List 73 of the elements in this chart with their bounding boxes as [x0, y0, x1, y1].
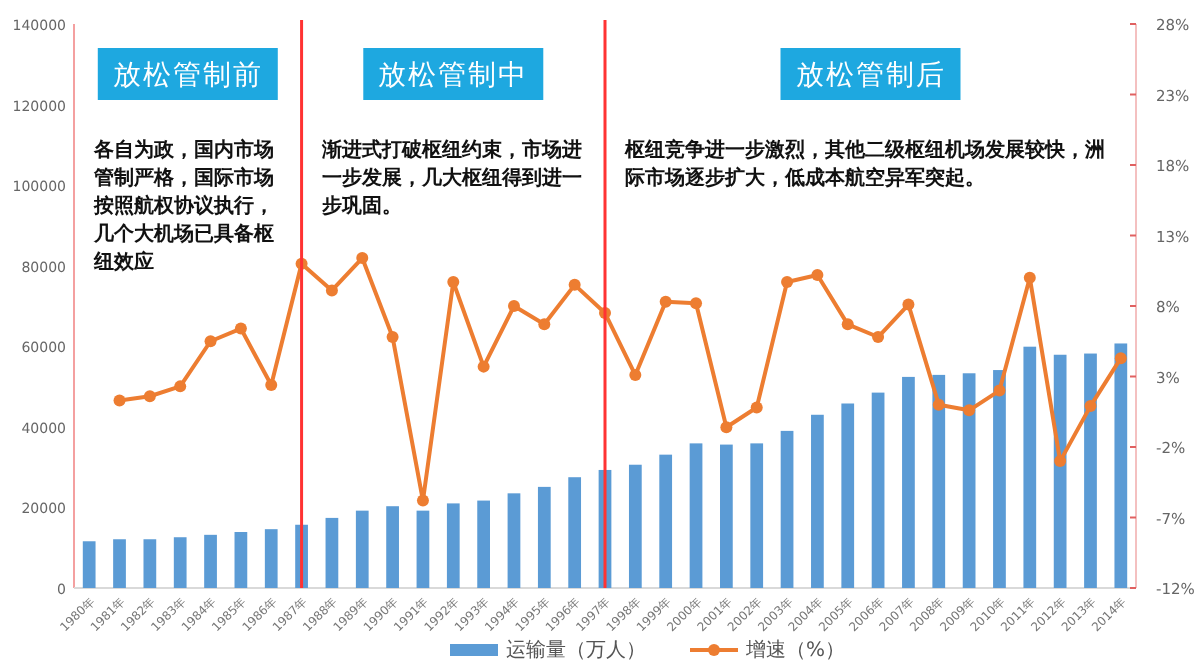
bar [507, 493, 521, 588]
bar [537, 486, 551, 588]
point [325, 284, 338, 297]
point [872, 331, 885, 344]
bar [264, 529, 278, 588]
bar [446, 503, 460, 588]
point [1023, 271, 1036, 284]
point [447, 276, 460, 289]
bar [1084, 353, 1097, 588]
point [1084, 400, 1097, 413]
bar [568, 477, 582, 588]
bar [386, 506, 399, 588]
point [659, 295, 672, 308]
point [811, 268, 824, 281]
annotation: 各自为政，国内市场管制严格，国际市场按照航权协议执行，几个大机场已具备枢纽效应 [92, 138, 274, 274]
point [1054, 455, 1067, 468]
annotation: 放松管制后 [795, 60, 946, 92]
bar [993, 370, 1006, 588]
point [902, 298, 915, 311]
bar [659, 454, 673, 588]
bar [841, 403, 855, 588]
bar [1053, 354, 1067, 588]
point [720, 421, 733, 434]
point [477, 360, 490, 373]
bar [173, 537, 187, 588]
point [750, 401, 763, 414]
bar [113, 539, 126, 588]
bar [143, 539, 157, 588]
point [356, 252, 369, 265]
bar [628, 464, 642, 588]
bar [416, 510, 430, 588]
bar [689, 443, 703, 588]
bar [1023, 346, 1037, 588]
point [841, 318, 854, 331]
legend-label: 运输量（万人） [506, 638, 646, 662]
point [629, 369, 642, 382]
point [113, 394, 126, 407]
point [416, 494, 429, 507]
bar [82, 541, 96, 588]
bar [811, 414, 824, 588]
point [507, 300, 520, 312]
annotation: 放松管制中 [378, 60, 529, 92]
point [386, 331, 399, 344]
point [781, 276, 794, 289]
legend-label: 增速（%） [744, 638, 846, 662]
bar [932, 374, 946, 588]
point [1114, 352, 1127, 365]
point [265, 378, 278, 391]
point [204, 335, 217, 348]
point [538, 318, 551, 331]
point [174, 380, 187, 393]
annotation: 枢纽竞争进一步激烈，其他二级枢纽机场发展较快，洲际市场逐步扩大，低成本航空异军突起。 [623, 138, 1105, 190]
bar [962, 373, 976, 588]
bar [902, 376, 915, 588]
annotation: 放松管制前 [112, 60, 263, 92]
bar [234, 532, 248, 588]
point [690, 297, 703, 310]
bar [871, 392, 885, 588]
bar [1114, 343, 1128, 588]
bar [325, 517, 339, 588]
point [234, 322, 247, 335]
bar [750, 443, 764, 588]
annotation: 渐进式打破枢纽约束，市场进一步发展，几大枢纽得到进一步巩固。 [319, 138, 582, 218]
point [143, 390, 156, 403]
bar [720, 444, 733, 588]
bar [780, 430, 794, 588]
point [993, 384, 1006, 397]
point [963, 404, 976, 417]
bar [477, 500, 490, 588]
bar [204, 534, 217, 588]
bar [355, 510, 369, 588]
point [932, 398, 945, 411]
point [568, 278, 581, 291]
